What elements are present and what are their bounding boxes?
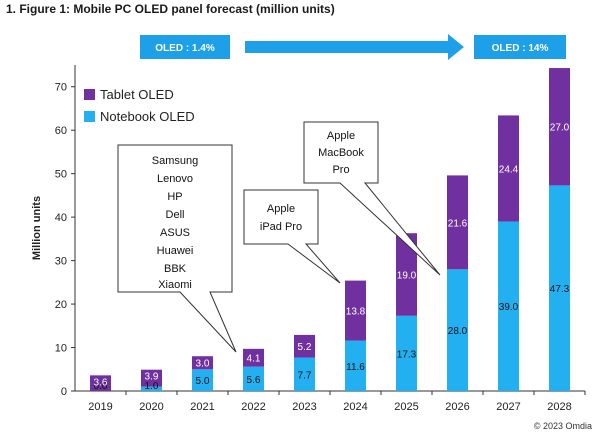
bar-label-tablet: 19.0 <box>397 271 417 282</box>
y-tick-label: 10 <box>55 343 67 355</box>
brand-name: Huawei <box>157 245 194 257</box>
bar-tablet <box>549 68 570 186</box>
banner-arrow <box>245 34 464 60</box>
bar-tablet <box>447 175 468 270</box>
bar-tablet <box>498 115 519 222</box>
brand-name: Xiaomi <box>158 279 192 291</box>
callout-brands: Samsung Lenovo HP Dell ASUS Huawei BBK X… <box>117 144 237 353</box>
y-axis-label: Million units <box>31 196 43 260</box>
brand-name: BBK <box>164 263 187 275</box>
x-tick-label: 2023 <box>292 401 316 413</box>
bar-label-notebook: 1.0 <box>145 381 159 392</box>
y-tick-label: 40 <box>55 212 67 224</box>
y-tick-label: 70 <box>55 82 67 94</box>
bar-label-tablet: 4.1 <box>247 354 261 365</box>
callout-macbook-line: Pro <box>332 164 349 176</box>
bar-notebook <box>396 315 417 391</box>
callout-macbook-shape <box>303 121 441 276</box>
bar-tablet <box>294 334 315 358</box>
bar-label-notebook: 28.0 <box>448 326 468 337</box>
bar-label-tablet: 3.0 <box>196 359 210 370</box>
bar-label-notebook: 5.6 <box>247 375 261 386</box>
legend-swatch-tablet <box>84 89 95 100</box>
callout-brands-shape <box>117 144 237 353</box>
legend-label-notebook: Notebook OLED <box>100 109 195 124</box>
bar-label-tablet: 3.9 <box>145 372 159 383</box>
x-tick-label: 2028 <box>547 401 571 413</box>
bar-label-notebook: 17.3 <box>397 349 417 360</box>
bar-tablet <box>243 348 264 367</box>
y-tick-label: 60 <box>55 125 67 137</box>
bar-label-tablet: 13.8 <box>346 307 366 318</box>
brand-name: Dell <box>166 209 185 221</box>
bar-notebook <box>192 369 213 391</box>
banner-end <box>474 35 566 59</box>
callout-ipad-shape <box>243 189 341 284</box>
y-tick-label: 30 <box>55 256 67 268</box>
x-tick-label: 2026 <box>445 401 469 413</box>
banner-start <box>140 35 230 59</box>
figure-title: 1. Figure 1: Mobile PC OLED panel foreca… <box>6 2 335 16</box>
bar-label-notebook: 11.6 <box>346 362 365 373</box>
callout-ipad: Apple iPad Pro <box>243 189 341 284</box>
x-tick-label: 2022 <box>241 401 265 413</box>
y-tick-label: 20 <box>55 299 67 311</box>
bar-notebook <box>345 340 366 391</box>
x-tick-label: 2024 <box>343 401 367 413</box>
legend-label-tablet: Tablet OLED <box>100 87 174 102</box>
bar-tablet <box>141 369 162 387</box>
bar-label-notebook: 7.7 <box>298 370 312 381</box>
y-tick-label: 50 <box>55 169 67 181</box>
y-tick-label: 0 <box>61 386 67 398</box>
bar-notebook <box>447 269 468 391</box>
bar-label-notebook: 39.0 <box>499 302 519 313</box>
brand-name: HP <box>167 191 182 203</box>
x-ticks: 2019 2020 2021 2022 2023 2024 2025 2026 2027 2028 <box>88 391 586 413</box>
legend-swatch-notebook <box>84 111 95 122</box>
brand-name: Lenovo <box>157 173 193 185</box>
bar-notebook <box>549 185 570 391</box>
x-tick-label: 2021 <box>190 401 214 413</box>
bar-label-tablet: 24.4 <box>499 164 519 175</box>
callout-macbook: Apple MacBook Pro <box>303 121 441 276</box>
bar-notebook <box>294 357 315 391</box>
x-tick-label: 2020 <box>139 401 163 413</box>
bar-labels: 0.03.6 1.03.9 5.0 3.0 5.6 4.1 7.7 5.2 11.6 13.8 17… <box>94 123 570 392</box>
x-tick-label: 2025 <box>394 401 418 413</box>
bar-label-notebook: 0.0 <box>94 381 108 392</box>
banner-start-text: OLED : 1.4% <box>155 43 215 54</box>
banner-end-text: OLED : 14% <box>492 43 549 54</box>
bar-tablet <box>90 375 111 391</box>
bar-label-notebook: 5.0 <box>196 376 210 387</box>
brand-name: Samsung <box>152 155 198 167</box>
bars <box>90 68 570 391</box>
bar-notebook <box>243 366 264 391</box>
bar-tablet <box>396 233 417 316</box>
bar-tablet <box>345 280 366 341</box>
brand-name: ASUS <box>160 227 190 239</box>
bar-label-tablet: 3.6 <box>94 377 108 388</box>
copyright-notice: © 2023 Omdia <box>533 421 592 431</box>
bar-notebook <box>498 221 519 391</box>
bar-label-tablet: 27.0 <box>550 123 570 134</box>
bar-tablet <box>192 356 213 370</box>
bar-label-tablet: 21.6 <box>448 218 468 229</box>
bar-label-notebook: 47.3 <box>550 284 570 295</box>
x-tick-label: 2027 <box>496 401 520 413</box>
callout-macbook-line: MacBook <box>318 147 364 159</box>
callout-ipad-line: Apple <box>267 203 295 215</box>
y-ticks: 0 10 20 30 40 50 60 70 <box>55 82 75 398</box>
callout-macbook-line: Apple <box>327 130 355 142</box>
x-tick-label: 2019 <box>88 401 112 413</box>
banners: OLED : 1.4% OLED : 14% <box>140 34 566 60</box>
callout-ipad-line: iPad Pro <box>260 221 302 233</box>
bar-label-tablet: 5.2 <box>298 342 312 353</box>
legend: Tablet OLED Notebook OLED <box>84 87 195 124</box>
bar-notebook <box>141 386 162 391</box>
